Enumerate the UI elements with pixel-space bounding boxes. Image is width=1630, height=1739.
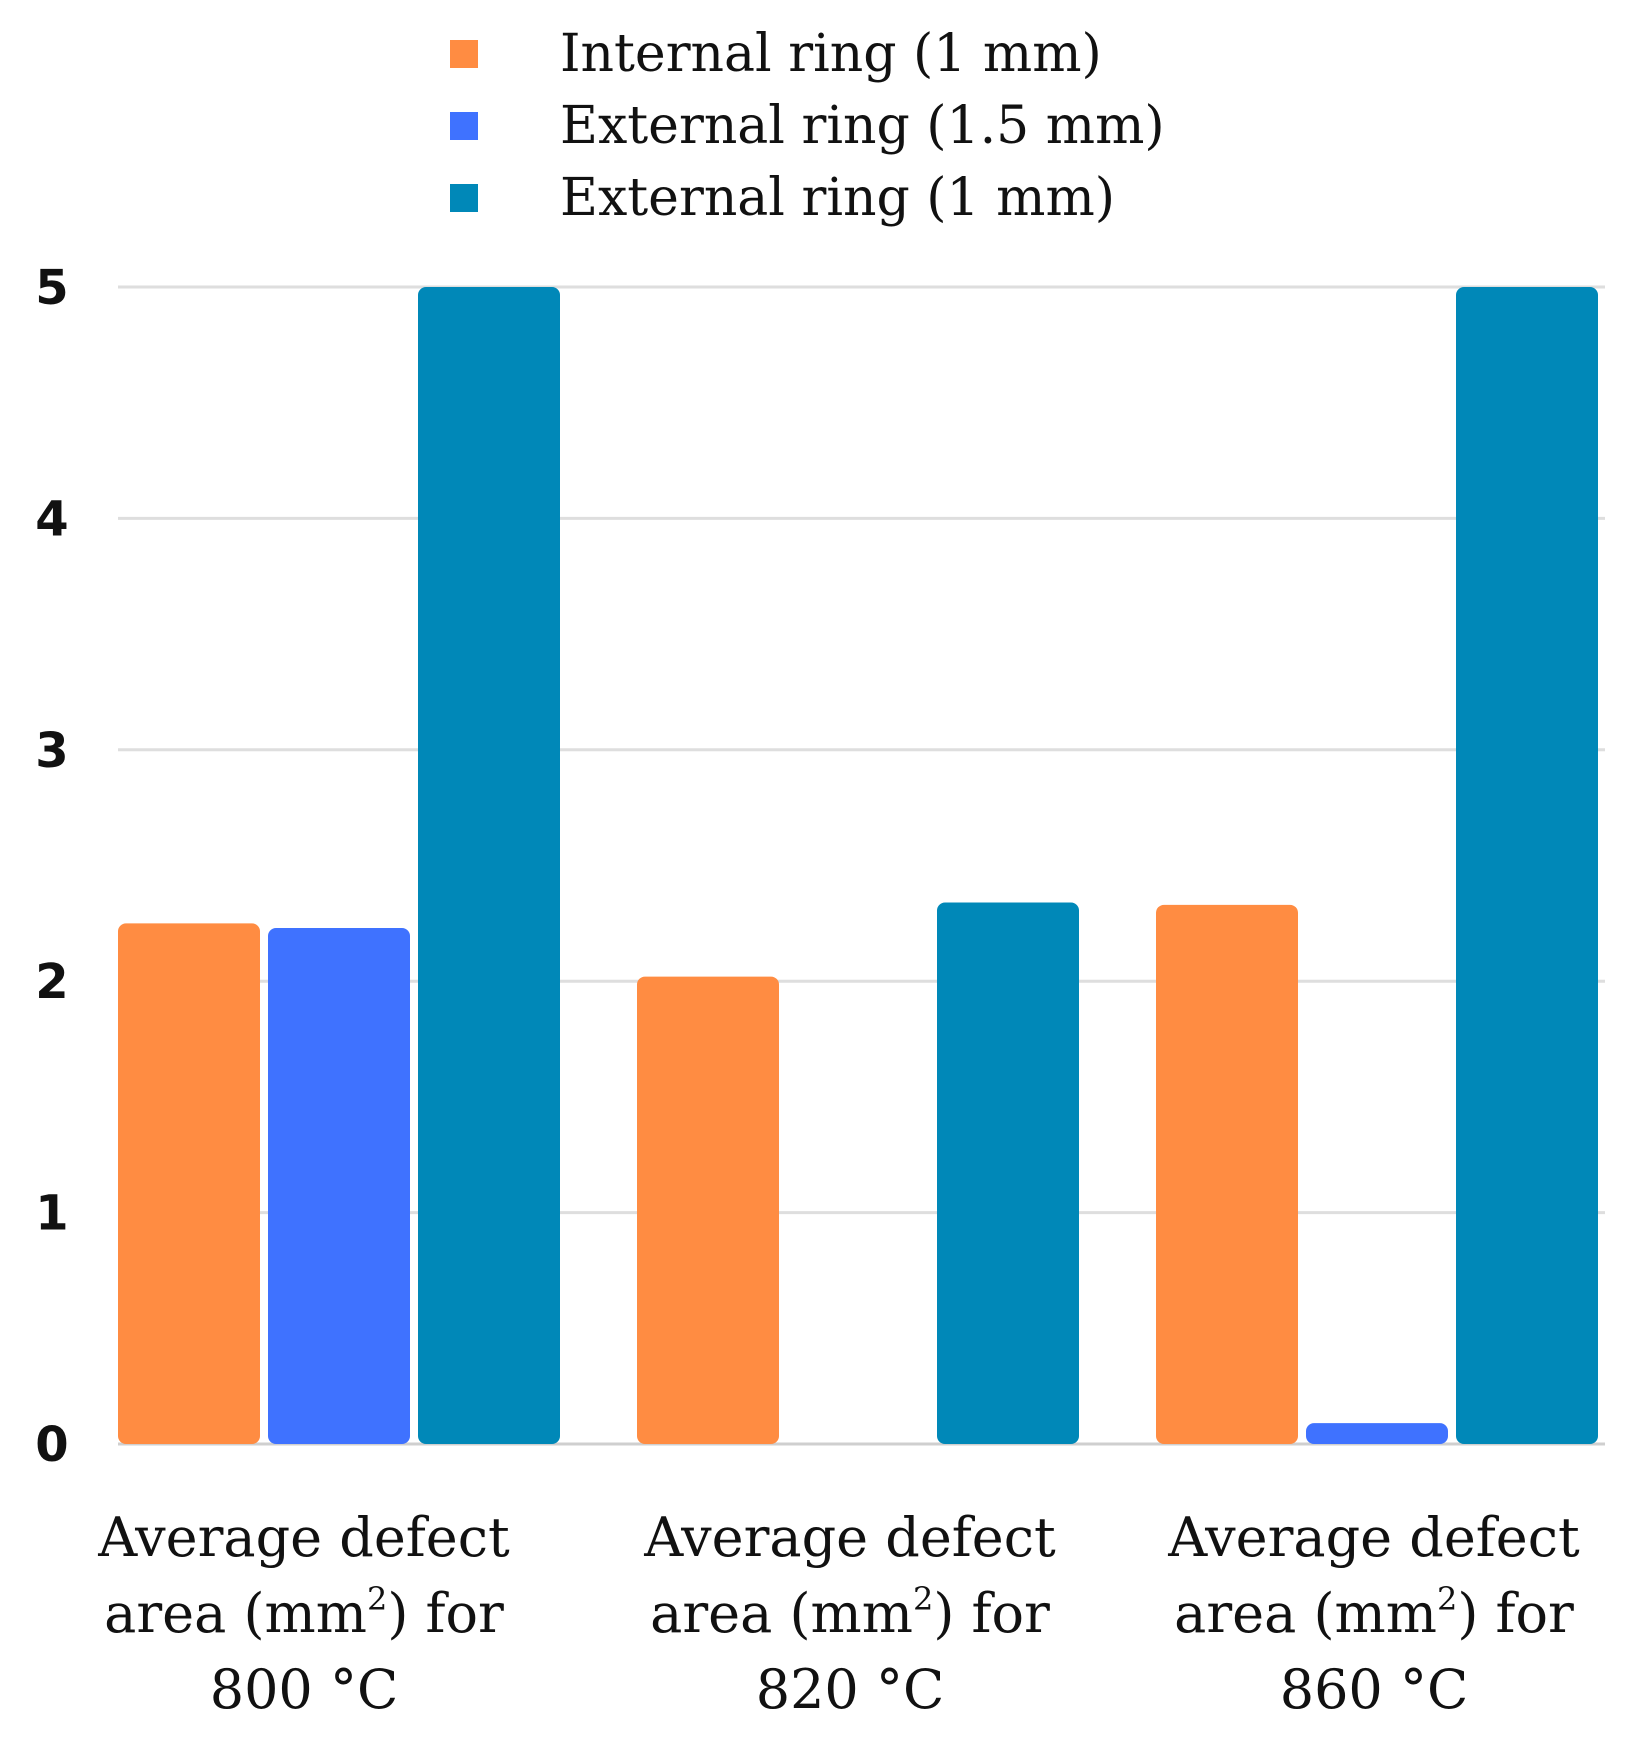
y-tick-label-4: 4 [35,491,68,547]
bar-series0-cat1 [637,976,779,1444]
legend-item-internal-1mm: Internal ring (1 mm) [450,18,1165,90]
y-tick-label-5: 5 [35,260,68,316]
x-label-line: 860 °C [1279,1658,1469,1721]
x-label-line: Average defect [644,1506,1056,1569]
y-tick-label-0: 0 [35,1417,68,1473]
bar-series0-cat2 [1156,904,1298,1444]
legend-label: Internal ring (1 mm) [560,24,1102,84]
x-tick-label-800: Average defect area (mm2) for 800 °C [74,1500,534,1728]
x-label-line: Average defect [1168,1506,1580,1569]
y-tick-label-1: 1 [35,1186,68,1242]
legend-label: External ring (1 mm) [560,168,1116,228]
legend-item-external-1mm: External ring (1 mm) [450,162,1165,234]
bar-series1-cat0 [268,927,410,1444]
x-tick-label-860: Average defect area (mm2) for 860 °C [1144,1500,1604,1728]
bar-series1-cat2 [1306,1423,1448,1444]
x-label-line: 820 °C [755,1658,945,1721]
legend-swatch [450,40,478,68]
legend-label: External ring (1.5 mm) [560,96,1165,156]
x-label-line: Average defect [98,1506,510,1569]
bar-series0-cat0 [118,923,260,1444]
y-tick-label-2: 2 [35,954,68,1010]
legend: Internal ring (1 mm) External ring (1.5 … [450,18,1165,234]
legend-item-external-1-5mm: External ring (1.5 mm) [450,90,1165,162]
legend-swatch [450,184,478,212]
x-tick-label-820: Average defect area (mm2) for 820 °C [620,1500,1080,1728]
y-tick-label-3: 3 [35,723,68,779]
x-label-line: area (mm2) for [650,1580,1050,1645]
bar-series2-cat2 [1456,287,1598,1444]
bar-series2-cat1 [937,902,1079,1444]
x-label-line: 800 °C [209,1658,399,1721]
x-label-line: area (mm2) for [104,1580,504,1645]
legend-swatch [450,112,478,140]
x-label-line: area (mm2) for [1174,1580,1574,1645]
bar-series2-cat0 [418,287,560,1444]
